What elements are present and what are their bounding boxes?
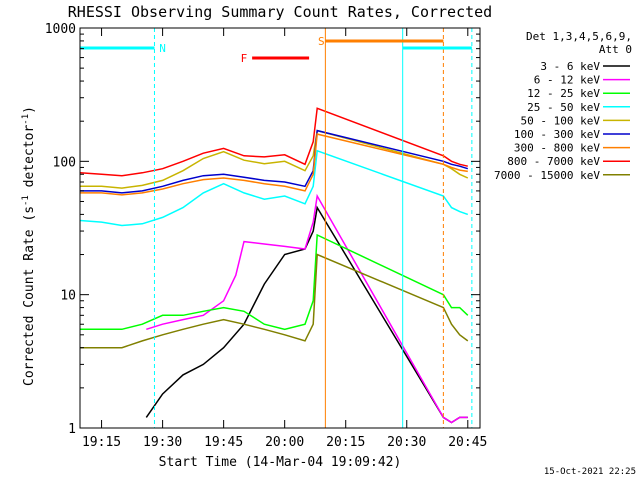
x-tick-label-5: 20:30 xyxy=(387,435,426,450)
x-tick-label-4: 20:15 xyxy=(326,435,365,450)
state-bar-label-2: S xyxy=(318,35,325,48)
series-line-8 xyxy=(80,253,469,349)
series-line-6 xyxy=(80,133,468,196)
x-tick-label-3: 20:00 xyxy=(265,435,304,450)
state-bar-label-0: N xyxy=(159,42,166,55)
series-line-5 xyxy=(80,129,469,194)
axes: 19:15 19:30 19:45 20:00 20:15 20:30 20:45 1 10 10… xyxy=(45,22,488,450)
legend-header-1: Att 0 xyxy=(599,43,632,56)
timestamp: 15-Oct-2021 22:25 xyxy=(544,467,636,477)
legend-label-8: 7000 - 15000 keV xyxy=(494,169,600,182)
x-tick-label-1: 19:30 xyxy=(143,435,182,450)
y-tick-label-0: 1 xyxy=(68,422,76,437)
x-tick-label-0: 19:15 xyxy=(82,435,121,450)
series-line-3 xyxy=(79,149,469,227)
legend-label-2: 12 - 25 keV xyxy=(527,87,600,100)
y-tick-label-3: 1000 xyxy=(45,22,76,37)
chart-title: RHESSI Observing Summary Count Rates, Co… xyxy=(68,3,492,21)
legend-label-5: 100 - 300 keV xyxy=(514,128,600,141)
state-bar-label-1: F xyxy=(241,52,248,65)
series-line-2 xyxy=(80,233,469,331)
y-axis-label-mid: detector xyxy=(22,125,37,196)
y-axis-label-sup1: -1 xyxy=(21,195,31,206)
y-axis-label-main: Corrected Count Rate (s xyxy=(22,206,37,386)
x-tick-label-6: 20:45 xyxy=(448,435,487,450)
legend-label-3: 25 - 50 keV xyxy=(527,101,600,114)
y-axis-label: Corrected Count Rate (s-1 detector-1) xyxy=(21,106,37,386)
legend-label-7: 800 - 7000 keV xyxy=(507,155,600,168)
y-tick-label-2: 100 xyxy=(53,155,76,170)
series-line-1 xyxy=(146,193,468,424)
y-axis-label-end: ) xyxy=(22,106,37,114)
plot-frame xyxy=(79,27,481,429)
legend-label-0: 3 - 6 keV xyxy=(540,60,600,73)
y-axis-label-sup2: -1 xyxy=(21,114,31,125)
legend-label-6: 300 - 800 keV xyxy=(514,142,600,155)
y-tick-label-1: 10 xyxy=(60,289,76,304)
legend-label-4: 50 - 100 keV xyxy=(521,114,601,127)
series-line-7 xyxy=(79,107,468,177)
legend-label-1: 6 - 12 keV xyxy=(534,74,601,87)
x-axis-label: Start Time (14-Mar-04 19:09:42) xyxy=(159,455,402,470)
x-tick-label-2: 19:45 xyxy=(204,435,243,450)
legend-header-0: Det 1,3,4,5,6,9, xyxy=(526,30,632,43)
